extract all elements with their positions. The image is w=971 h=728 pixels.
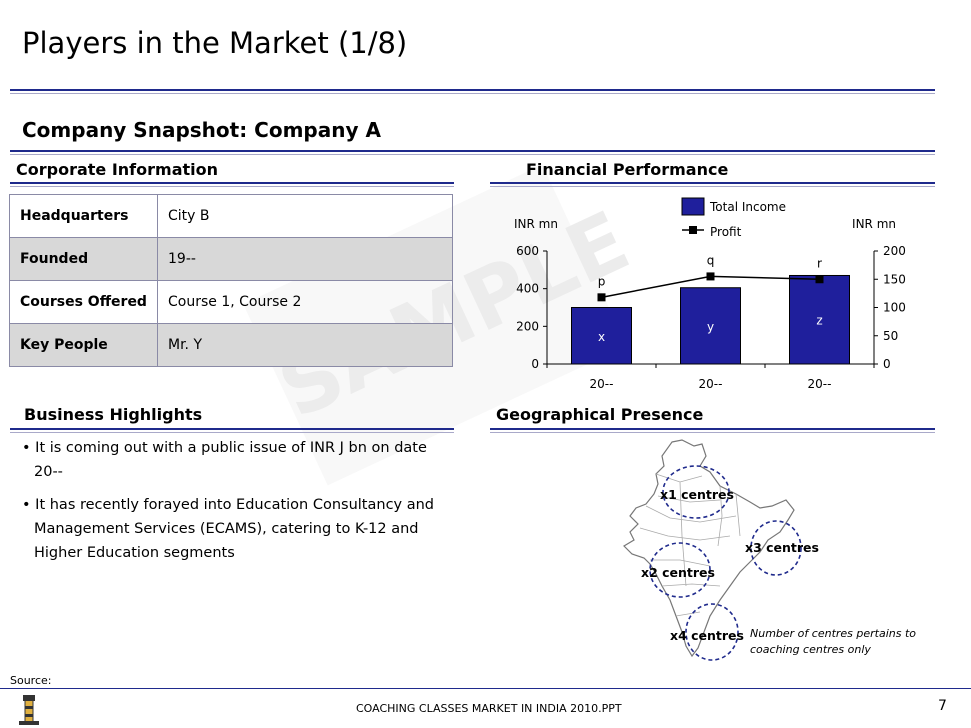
bullet-text: It has recently forayed into Education C…: [34, 497, 435, 561]
table-row: Courses Offered Course 1, Course 2: [9, 280, 453, 324]
corporate-divider-thin: [10, 186, 454, 187]
profit-point-label: p: [598, 274, 606, 288]
y-tick-label-left: 200: [516, 319, 539, 333]
profit-point-label: r: [817, 256, 822, 270]
financial-divider-thin: [490, 186, 935, 187]
x-tick-label: 20--: [808, 377, 832, 391]
row-key: Key People: [9, 323, 158, 367]
x-tick-label: 20--: [699, 377, 723, 391]
y-tick-label-left: 400: [516, 282, 539, 296]
row-key: Headquarters: [9, 194, 158, 238]
geo-divider-thin: [490, 432, 935, 433]
title-divider: [10, 89, 935, 91]
page-subtitle: Company Snapshot: Company A: [22, 118, 381, 142]
business-divider: [10, 428, 454, 430]
bullet-item: • It has recently forayed into Education…: [22, 497, 435, 561]
y-tick-label-left: 0: [531, 357, 539, 371]
income-bar-label: x: [598, 330, 605, 344]
row-key: Courses Offered: [9, 280, 158, 324]
geo-divider: [490, 428, 935, 430]
centre-label-east: x3 centres: [745, 540, 819, 555]
footer-text: COACHING CLASSES MARKET IN INDIA 2010.PP…: [356, 702, 622, 715]
page-number: 7: [938, 698, 947, 714]
table-row: Headquarters City B: [9, 194, 453, 238]
profit-point: [597, 293, 606, 302]
bullet-item: • It is coming out with a public issue o…: [22, 440, 427, 480]
row-key: Founded: [9, 237, 158, 281]
table-row: Founded 19--: [9, 237, 453, 281]
y-axis-label-left: INR mn: [514, 217, 558, 231]
y-tick-label-right: 0: [883, 357, 891, 371]
y-tick-label-left: 600: [516, 244, 539, 258]
legend-label-profit: Profit: [710, 225, 742, 239]
footer-divider: [0, 688, 971, 689]
corporate-heading: Corporate Information: [16, 160, 218, 179]
business-divider-thin: [10, 432, 454, 433]
corporate-info-table: Headquarters City B Founded 19-- Courses…: [9, 194, 453, 367]
legend-label-income: Total Income: [709, 200, 786, 214]
y-tick-label-right: 200: [883, 244, 906, 258]
india-outline: [623, 439, 795, 658]
y-axis-label-right: INR mn: [852, 217, 896, 231]
source-label: Source:: [10, 674, 52, 687]
title-divider-thin: [10, 93, 935, 94]
india-map: [623, 439, 802, 661]
centre-label-south: x4 centres: [670, 628, 744, 643]
subtitle-divider: [10, 150, 935, 152]
income-bar: [680, 287, 741, 365]
y-tick-label-right: 50: [883, 329, 898, 343]
financial-heading: Financial Performance: [526, 160, 729, 179]
geo-heading: Geographical Presence: [496, 405, 704, 424]
financial-divider: [490, 182, 935, 184]
financial-chart: 0 200 400 600 0 50 100 150 200 INR mn INR mn x y z 20-…: [514, 197, 906, 391]
income-bar: [571, 307, 632, 365]
y-tick-label-right: 150: [883, 272, 906, 286]
centre-marker: [750, 520, 802, 576]
page-title: Players in the Market (1/8): [22, 26, 408, 60]
corporate-divider: [10, 182, 454, 184]
bullet-text: It is coming out with a public issue of …: [34, 440, 427, 480]
row-value: City B: [157, 194, 453, 238]
centre-marker: [685, 603, 739, 661]
centre-marker: [662, 465, 730, 519]
row-value: Mr. Y: [157, 323, 453, 367]
x-tick-label: 20--: [590, 377, 614, 391]
profit-point: [706, 272, 715, 281]
centre-marker: [649, 542, 711, 598]
state-borders: [639, 473, 741, 617]
lighthouse-logo-icon: [19, 695, 39, 725]
centre-label-north: x1 centres: [660, 487, 734, 502]
y-tick-label-right: 100: [883, 301, 906, 315]
subtitle-divider-thin: [10, 154, 935, 155]
profit-point: [815, 275, 824, 284]
profit-point-label: q: [707, 253, 715, 267]
table-row: Key People Mr. Y: [9, 323, 453, 367]
legend-swatch-income: [681, 197, 705, 216]
row-value: 19--: [157, 237, 453, 281]
income-bar-label: z: [816, 314, 822, 328]
income-bar: [789, 274, 850, 365]
legend-swatch-profit-marker: [689, 226, 697, 234]
centres-note: Number of centres pertains to coaching c…: [750, 627, 917, 656]
business-heading: Business Highlights: [24, 405, 203, 424]
row-value: Course 1, Course 2: [157, 280, 453, 324]
income-bar-label: y: [707, 320, 714, 334]
centre-label-west: x2 centres: [641, 565, 715, 580]
business-bullets: • It is coming out with a public issue o…: [22, 436, 452, 574]
